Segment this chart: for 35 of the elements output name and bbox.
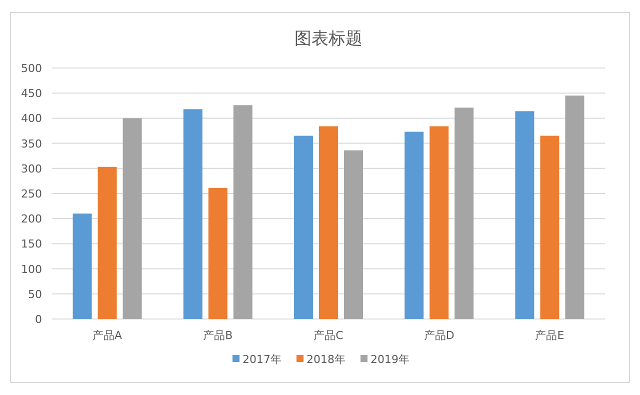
y-tick-label: 200 — [21, 212, 42, 226]
y-tick-label: 250 — [21, 188, 42, 200]
x-tick-label: 产品D — [424, 329, 454, 342]
legend-label: 2018年 — [306, 353, 346, 366]
y-tick-label: 150 — [21, 238, 42, 251]
bar — [515, 111, 534, 319]
y-tick-label: 450 — [21, 87, 42, 100]
y-tick-label: 100 — [21, 262, 42, 276]
y-tick-label: 350 — [21, 137, 42, 150]
bar — [233, 105, 252, 319]
bar — [565, 96, 584, 319]
bar — [404, 132, 424, 319]
bar — [319, 126, 338, 319]
bar — [72, 214, 92, 319]
y-tick-label: 300 — [21, 162, 42, 176]
bar — [344, 150, 363, 319]
bar — [454, 108, 474, 319]
x-tick-label: 产品E — [535, 329, 564, 342]
y-tick-label: 0 — [35, 313, 42, 326]
legend-label: 2019年 — [370, 353, 410, 366]
bar — [208, 188, 228, 319]
bar — [183, 109, 202, 319]
legend-label: 2017年 — [242, 353, 282, 366]
bar — [122, 118, 142, 319]
x-tick-label: 产品C — [314, 329, 344, 342]
chart-title: 图表标题 — [294, 29, 362, 49]
y-tick-label: 500 — [21, 62, 42, 75]
x-tick-label: 产品A — [92, 329, 123, 342]
y-tick-label: 400 — [21, 112, 42, 126]
bar — [98, 166, 117, 319]
bar — [294, 136, 313, 319]
y-tick-label: 50 — [28, 288, 42, 301]
bar — [430, 126, 449, 319]
x-tick-label: 产品B — [203, 329, 233, 342]
bar — [540, 136, 560, 319]
